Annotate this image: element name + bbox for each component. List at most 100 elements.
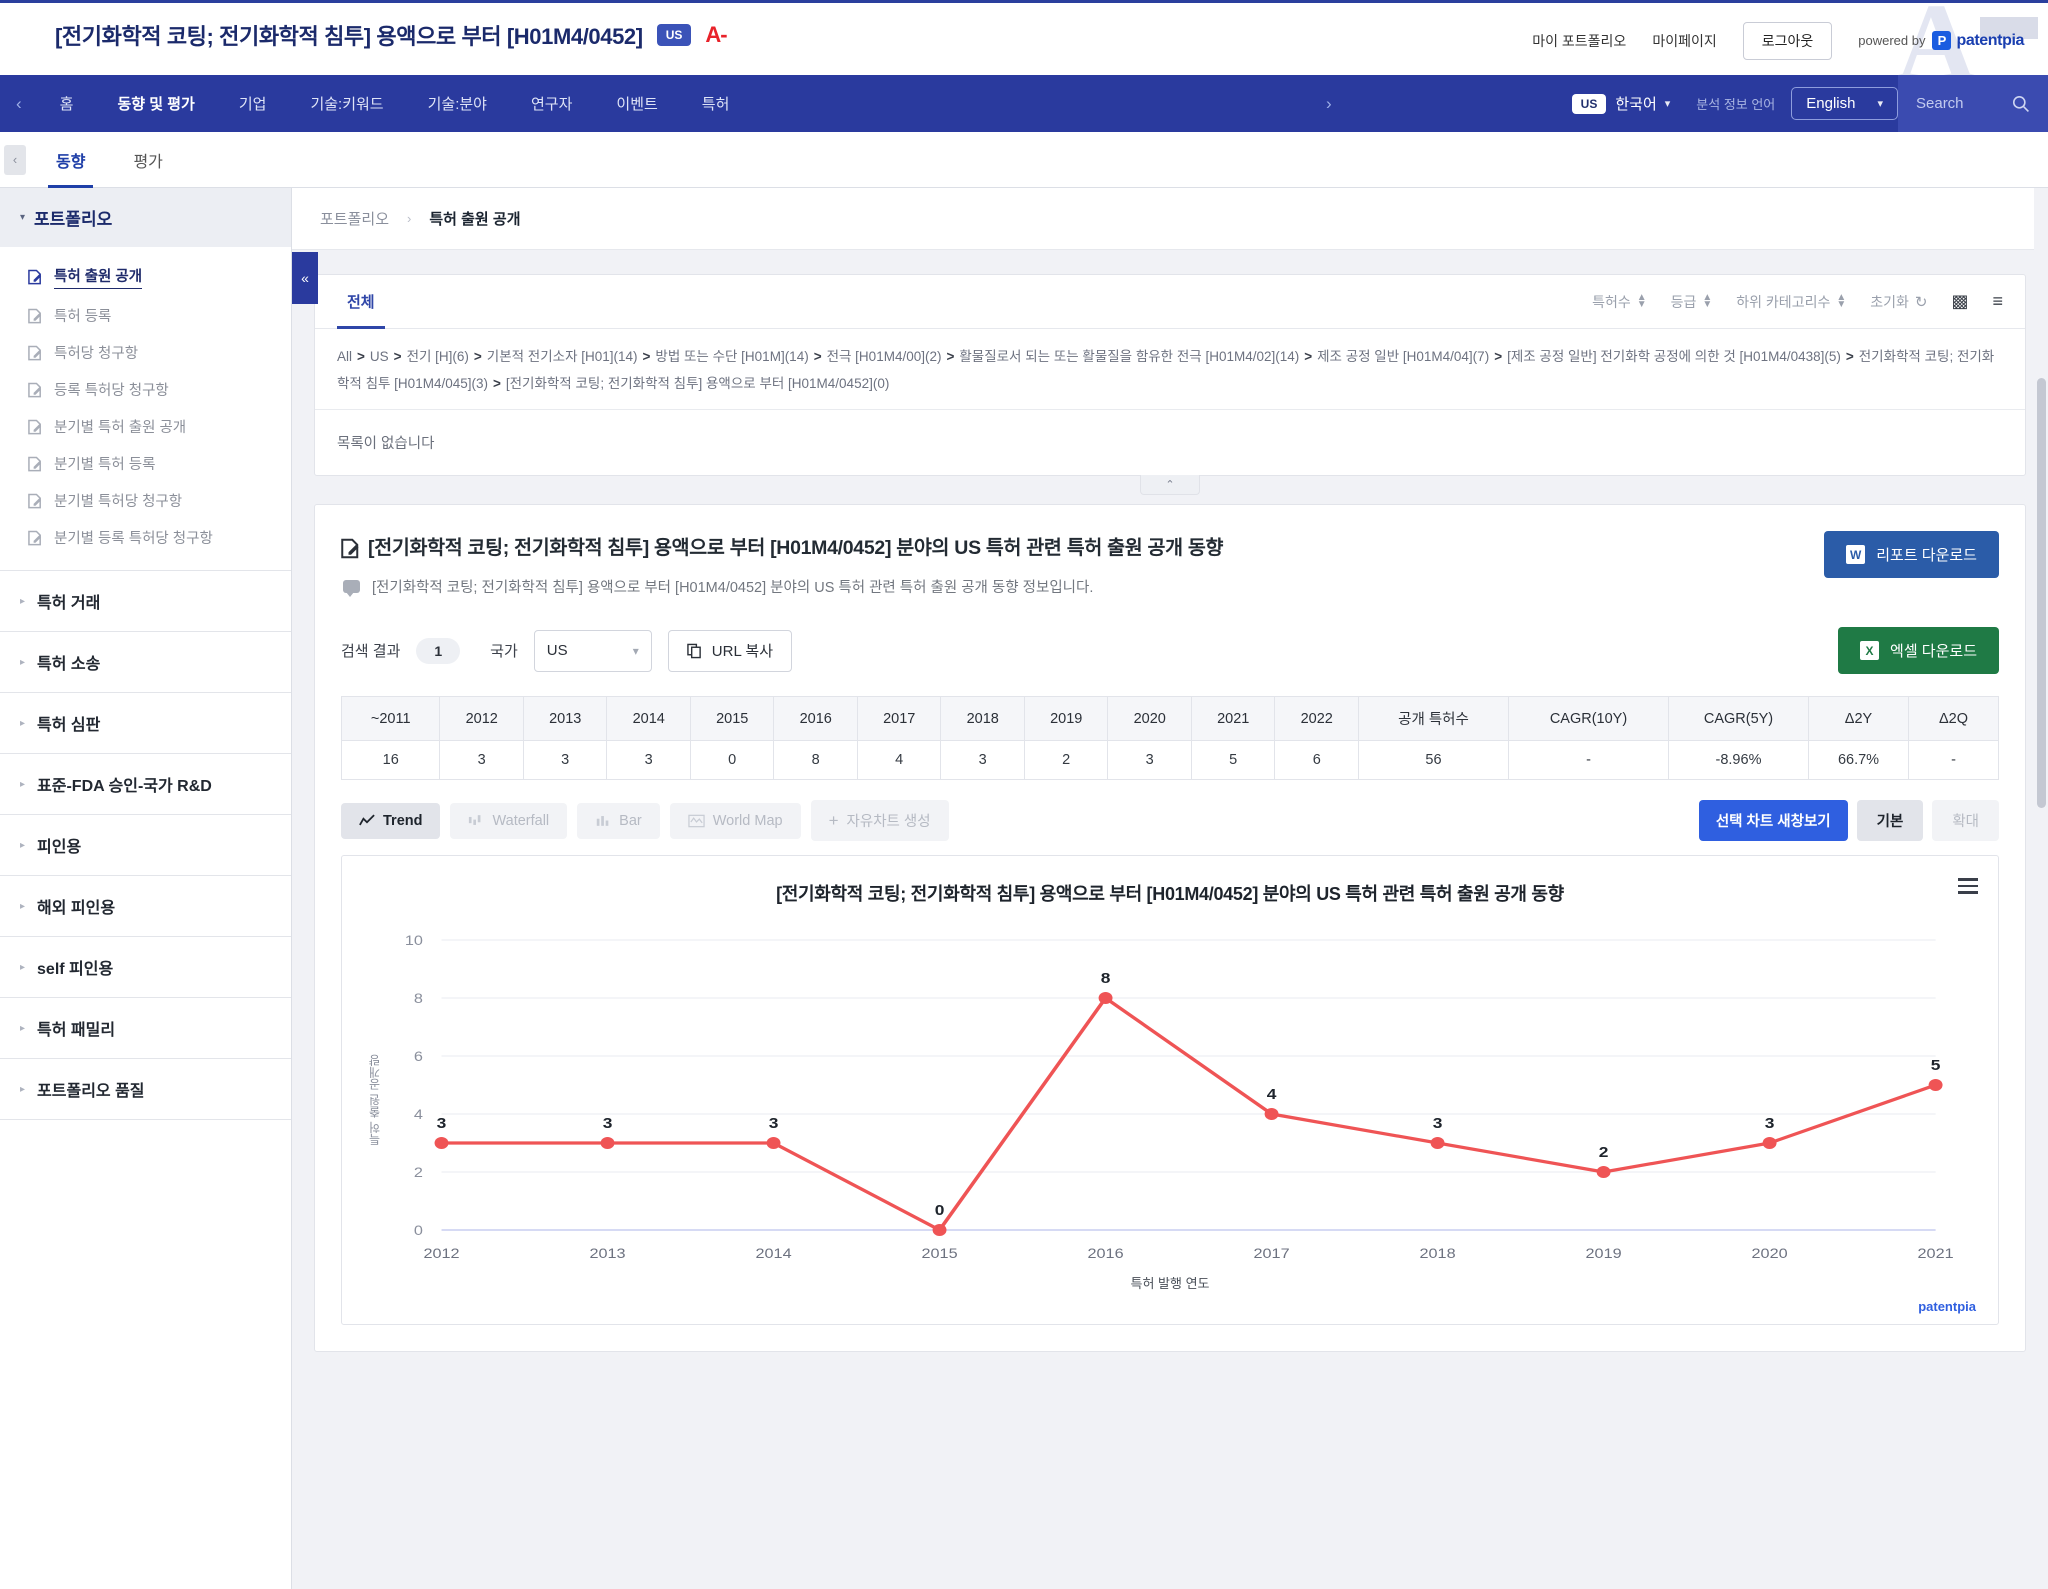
table-header-cell: Δ2Q [1908, 696, 1999, 741]
excel-icon: X [1860, 641, 1880, 660]
tab-trend[interactable]: 동향 [32, 132, 109, 188]
sort-by-grade[interactable]: 등급 ▲ ▼ [1671, 292, 1713, 312]
analysis-language-value: English [1806, 95, 1856, 112]
analysis-language-select[interactable]: English ▾ [1791, 87, 1898, 120]
filter-tab-all[interactable]: 전체 [337, 275, 385, 329]
country-select[interactable]: US ▾ [533, 629, 652, 672]
sidebar-item-patent-family[interactable]: ▸ 특허 패밀리 [0, 998, 291, 1059]
chart-type-world-map[interactable]: World Map [669, 802, 801, 839]
sidebar-item-quarterly-application-publication[interactable]: 분기별 특허 출원 공개 [0, 408, 291, 445]
chart-type-waterfall[interactable]: Waterfall [450, 802, 568, 839]
report-panel: [전기화학적 코팅; 전기화학적 침투] 용액으로 부터 [H01M4/0452… [314, 504, 2026, 1352]
sidebar-item-label: self 피인용 [37, 961, 114, 978]
sort-by-subcategory-count[interactable]: 하위 카테고리수 ▲ ▼ [1736, 292, 1846, 312]
nav-item-event[interactable]: 이벤트 [616, 96, 658, 113]
sort-by-patent-count[interactable]: 특허수 ▲ ▼ [1592, 292, 1647, 312]
search-input[interactable]: Search [1898, 75, 2048, 132]
trend-data-table: ~2011 2012 2013 2014 2015 2016 2017 2018… [340, 696, 1999, 780]
svg-text:2015: 2015 [921, 1246, 957, 1262]
category-crumb-h01m4-0438[interactable]: [제조 공정 일반] 전기화학 공정에 의한 것 [H01M4/0438](5) [1507, 349, 1841, 364]
sidebar-item-foreign-cited-by[interactable]: ▸ 해외 피인용 [0, 876, 291, 937]
nav-item-patent[interactable]: 특허 [701, 96, 730, 113]
category-crumb-h01[interactable]: 기본적 전기소자 [H01](14) [486, 349, 638, 364]
category-crumb-h01m[interactable]: 방법 또는 수단 [H01M](14) [655, 349, 809, 364]
filter-tools: 특허수 ▲ ▼ 등급 ▲ ▼ 하위 카테고리수 ▲ ▼ 초기화 ↻ [1592, 291, 2003, 312]
nav-item-trend-evaluation[interactable]: 동향 및 평가 [117, 96, 195, 113]
nav-item-tech-keyword[interactable]: 기술:키워드 [310, 96, 384, 113]
nav-item-company[interactable]: 기업 [238, 96, 267, 113]
chart-type-trend[interactable]: Trend [341, 802, 441, 839]
sidebar-item-quarterly-claims-per-patent[interactable]: 분기별 특허당 청구항 [0, 482, 291, 519]
sidebar-item-patent-litigation[interactable]: ▸ 특허 소송 [0, 632, 291, 693]
language-current-label: 한국어 [1615, 96, 1657, 113]
language-selector[interactable]: 한국어 ▾ [1615, 93, 1670, 114]
reset-button[interactable]: 초기화 ↻ [1870, 292, 1927, 312]
sidebar-item-standard-fda-national-rnd[interactable]: ▸ 표준-FDA 승인-국가 R&D [0, 754, 291, 815]
nav-next-icon[interactable]: › [1326, 93, 1332, 113]
excel-download-button[interactable]: X 엑셀 다운로드 [1838, 627, 1999, 674]
chart-size-expand-button[interactable]: 확대 [1932, 800, 1999, 841]
category-crumb-h01m4-04[interactable]: 제조 공정 일반 [H01M4/04](7) [1317, 349, 1490, 364]
category-crumb-h01m4-0452[interactable]: [전기화학적 코팅; 전기화학적 침투] 용액으로 부터 [H01M4/0452… [505, 376, 890, 391]
create-custom-chart[interactable]: + 자유차트 생성 [810, 800, 949, 841]
breadcrumb-root[interactable]: 포트폴리오 [320, 211, 390, 228]
sort-label: 하위 카테고리수 [1736, 293, 1831, 310]
category-crumb-us[interactable]: US [369, 349, 389, 364]
nav-item-tech-field[interactable]: 기술:분야 [427, 96, 487, 113]
my-page-link[interactable]: 마이페이지 [1652, 32, 1717, 49]
category-crumb-h01m4-045[interactable]: 전기화학적 코팅; 전기화학적 침투 [H01M4/045](3) [337, 349, 1995, 391]
sidebar-item-quarterly-claims-per-registered-patent[interactable]: 분기별 등록 특허당 청구항 [0, 519, 291, 556]
open-chart-new-window-button[interactable]: 선택 차트 새창보기 [1698, 800, 1848, 841]
empty-list-message: 목록이 없습니다 [315, 409, 2025, 475]
main-content: 포트폴리오 › 특허 출원 공개 전체 특허수 ▲ ▼ 등급 ▲ ▼ [292, 188, 2048, 1589]
table-cell: 56 [1358, 740, 1509, 780]
table-header-cell: 2019 [1023, 696, 1109, 741]
sidebar-collapse-button[interactable]: ‹ [4, 144, 26, 175]
patentpia-logo[interactable]: P patentpia [1932, 31, 2024, 50]
category-crumb-h01m4-02[interactable]: 활물질로서 되는 또는 활물질을 함유한 전극 [H01M4/02](14) [959, 349, 1300, 364]
svg-text:2020: 2020 [1752, 1246, 1788, 1262]
sidebar-item-patent-transaction[interactable]: ▸ 특허 거래 [0, 571, 291, 632]
sidebar-item-patent-trial[interactable]: ▸ 특허 심판 [0, 693, 291, 754]
filter-panel: 전체 특허수 ▲ ▼ 등급 ▲ ▼ 하위 카테고리수 ▲ ▼ 초기 [314, 274, 2026, 476]
scrollbar-track[interactable] [2034, 188, 2048, 1589]
sidebar-item-self-cited-by[interactable]: ▸ self 피인용 [0, 937, 291, 998]
sidebar-sub-list: 특허 출원 공개 특허 등록 특허당 청구항 등록 특허당 청구항 분기별 특허… [0, 247, 291, 571]
table-cell: 6 [1274, 740, 1359, 780]
document-edit-icon [28, 308, 43, 324]
logout-button[interactable]: 로그아웃 [1742, 21, 1833, 60]
search-result-label: 검색 결과 [341, 643, 401, 660]
crumb-separator-icon: > [813, 349, 822, 364]
chart-size-basic-button[interactable]: 기본 [1856, 800, 1924, 841]
nav-item-home[interactable]: 홈 [59, 96, 74, 113]
category-crumb-h[interactable]: 전기 [H](6) [406, 349, 469, 364]
sidebar-item-patent-application-publication[interactable]: 특허 출원 공개 [0, 257, 291, 297]
hamburger-icon[interactable] [1958, 878, 1978, 894]
tab-evaluation[interactable]: 평가 [133, 153, 163, 171]
url-copy-button[interactable]: URL 복사 [667, 629, 792, 672]
scrollbar-thumb[interactable] [2037, 378, 2046, 808]
svg-text:5: 5 [1931, 1057, 1941, 1074]
category-crumb-all[interactable]: All [337, 349, 353, 364]
sidebar-item-quarterly-registration[interactable]: 분기별 특허 등록 [0, 445, 291, 482]
nav-item-researcher[interactable]: 연구자 [530, 96, 573, 113]
panel-collapse-button[interactable]: « [292, 252, 318, 304]
chart-type-bar[interactable]: Bar [577, 802, 660, 839]
sidebar-item-portfolio-quality[interactable]: ▸ 포트폴리오 품질 [0, 1059, 291, 1120]
filter-panel-collapse-chip[interactable]: ⌃ [1140, 475, 1200, 495]
category-crumb-h01m4-00[interactable]: 전극 [H01M4/00](2) [826, 349, 942, 364]
sidebar-item-claims-per-patent[interactable]: 특허당 청구항 [0, 334, 291, 371]
report-download-button[interactable]: W 리포트 다운로드 [1824, 531, 1999, 578]
crumb-separator-icon: > [1304, 349, 1313, 364]
sidebar-item-patent-registration[interactable]: 특허 등록 [0, 297, 291, 334]
svg-text:2018: 2018 [1420, 1246, 1456, 1262]
sidebar-item-claims-per-registered-patent[interactable]: 등록 특허당 청구항 [0, 371, 291, 408]
breadcrumb: 포트폴리오 › 특허 출원 공개 [292, 188, 2048, 250]
sidebar-item-cited-by[interactable]: ▸ 피인용 [0, 815, 291, 876]
list-view-icon[interactable]: ≡ [1992, 291, 2003, 311]
my-portfolio-link[interactable]: 마이 포트폴리오 [1532, 32, 1627, 49]
sidebar-group-portfolio[interactable]: ▾ 포트폴리오 [0, 188, 291, 247]
grid-view-icon[interactable]: ▩ [1951, 291, 1969, 311]
document-edit-icon [341, 538, 359, 558]
nav-prev-icon[interactable]: ‹ [16, 93, 22, 113]
